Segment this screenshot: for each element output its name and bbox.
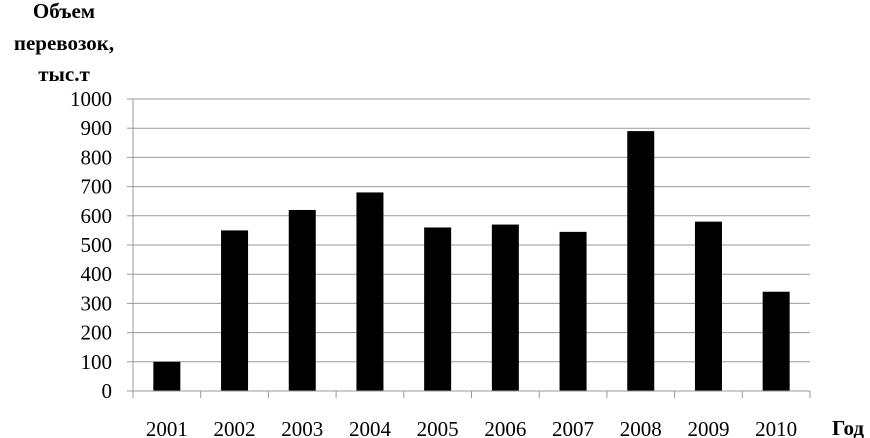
bar-2009 bbox=[694, 221, 722, 391]
x-tick-labels: 2001 2002 2003 2004 2005 2006 2007 2008 2009 2010 bbox=[146, 417, 797, 438]
y-tick-label-0: 0 bbox=[102, 379, 113, 403]
y-tick-label-900: 900 bbox=[81, 116, 113, 140]
y-axis-label-line-1: Объем bbox=[33, 0, 95, 23]
x-axis-label: Год bbox=[832, 416, 864, 438]
y-tick-labels: 0 100 200 300 400 500 600 700 800 900 1000 bbox=[70, 87, 133, 403]
y-axis-label-line-3: тыс.т bbox=[38, 62, 90, 86]
bar-2002 bbox=[221, 230, 249, 391]
y-tick-label-1000: 1000 bbox=[70, 87, 112, 111]
bar-2010 bbox=[762, 291, 790, 391]
bar-2008 bbox=[627, 131, 655, 391]
x-tick-label-2005: 2005 bbox=[417, 417, 459, 438]
bar-2007 bbox=[559, 231, 587, 391]
y-tick-label-100: 100 bbox=[81, 350, 113, 374]
y-tick-label-400: 400 bbox=[81, 262, 113, 286]
y-tick-label-600: 600 bbox=[81, 204, 113, 228]
x-tick-label-2002: 2002 bbox=[214, 417, 256, 438]
x-tick-label-2001: 2001 bbox=[146, 417, 188, 438]
x-tick-label-2007: 2007 bbox=[552, 417, 594, 438]
bar-2005 bbox=[424, 227, 452, 391]
y-axis-label-line-2: перевозок, bbox=[14, 31, 114, 55]
y-tick-label-800: 800 bbox=[81, 145, 113, 169]
bar-2004 bbox=[356, 192, 384, 391]
x-tick-label-2006: 2006 bbox=[484, 417, 526, 438]
y-tick-label-700: 700 bbox=[81, 175, 113, 199]
y-tick-label-300: 300 bbox=[81, 291, 113, 315]
axes bbox=[132, 99, 811, 398]
bars bbox=[153, 131, 790, 391]
y-tick-label-500: 500 bbox=[81, 233, 113, 257]
x-tick-label-2003: 2003 bbox=[281, 417, 323, 438]
y-tick-label-200: 200 bbox=[81, 321, 113, 345]
bar-2001 bbox=[153, 361, 181, 391]
x-tick-label-2009: 2009 bbox=[687, 417, 729, 438]
x-tick-label-2008: 2008 bbox=[620, 417, 662, 438]
x-tick-label-2010: 2010 bbox=[755, 417, 797, 438]
bar-2003 bbox=[288, 209, 316, 391]
bar-2006 bbox=[491, 224, 519, 391]
x-tick-label-2004: 2004 bbox=[349, 417, 392, 438]
